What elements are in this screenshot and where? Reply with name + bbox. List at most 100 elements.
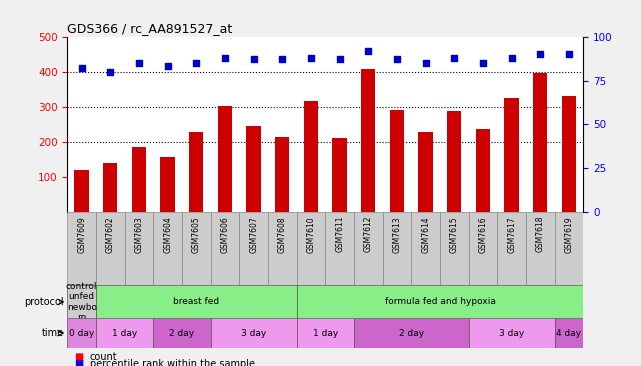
Bar bbox=[239, 212, 268, 285]
Text: GDS366 / rc_AA891527_at: GDS366 / rc_AA891527_at bbox=[67, 22, 233, 36]
Bar bbox=[476, 129, 490, 212]
Text: GSM7616: GSM7616 bbox=[478, 216, 487, 253]
Bar bbox=[67, 212, 96, 285]
Bar bbox=[447, 111, 462, 212]
Bar bbox=[554, 212, 583, 285]
Point bbox=[191, 60, 201, 66]
Bar bbox=[96, 318, 153, 348]
Bar bbox=[469, 318, 554, 348]
Point bbox=[306, 55, 316, 61]
Text: GSM7613: GSM7613 bbox=[392, 216, 401, 253]
Bar bbox=[504, 98, 519, 212]
Point bbox=[76, 65, 87, 71]
Point bbox=[506, 55, 517, 61]
Text: 4 day: 4 day bbox=[556, 329, 581, 337]
Bar bbox=[333, 138, 347, 212]
Bar bbox=[526, 212, 554, 285]
Point bbox=[105, 69, 115, 75]
Point bbox=[249, 56, 259, 62]
Point bbox=[449, 55, 460, 61]
Point bbox=[564, 51, 574, 57]
Point bbox=[478, 60, 488, 66]
Text: GSM7602: GSM7602 bbox=[106, 216, 115, 253]
Text: GSM7608: GSM7608 bbox=[278, 216, 287, 253]
Bar bbox=[497, 212, 526, 285]
Text: breast fed: breast fed bbox=[173, 298, 219, 306]
Text: GSM7619: GSM7619 bbox=[565, 216, 574, 253]
Bar bbox=[67, 285, 96, 318]
Bar bbox=[189, 132, 203, 212]
Bar bbox=[361, 69, 376, 212]
Point bbox=[535, 51, 545, 57]
Bar bbox=[419, 132, 433, 212]
Text: GSM7611: GSM7611 bbox=[335, 216, 344, 253]
Bar bbox=[218, 106, 232, 212]
Text: GSM7618: GSM7618 bbox=[536, 216, 545, 253]
Text: GSM7609: GSM7609 bbox=[77, 216, 86, 253]
Bar bbox=[275, 137, 290, 212]
Point bbox=[363, 48, 374, 53]
Point bbox=[277, 56, 287, 62]
Text: percentile rank within the sample: percentile rank within the sample bbox=[90, 359, 254, 366]
Bar bbox=[96, 285, 297, 318]
Bar bbox=[412, 212, 440, 285]
Text: GSM7605: GSM7605 bbox=[192, 216, 201, 253]
Text: GSM7615: GSM7615 bbox=[450, 216, 459, 253]
Bar bbox=[297, 318, 354, 348]
Text: GSM7606: GSM7606 bbox=[221, 216, 229, 253]
Text: 1 day: 1 day bbox=[313, 329, 338, 337]
Point bbox=[134, 60, 144, 66]
Bar bbox=[153, 212, 182, 285]
Text: count: count bbox=[90, 352, 117, 362]
Text: GSM7617: GSM7617 bbox=[507, 216, 516, 253]
Point bbox=[420, 60, 431, 66]
Bar bbox=[160, 157, 175, 212]
Bar bbox=[132, 147, 146, 212]
Point bbox=[392, 56, 402, 62]
Text: GSM7612: GSM7612 bbox=[364, 216, 373, 253]
Bar bbox=[182, 212, 211, 285]
Text: 0 day: 0 day bbox=[69, 329, 94, 337]
Text: GSM7603: GSM7603 bbox=[135, 216, 144, 253]
Bar bbox=[533, 74, 547, 212]
Text: ■: ■ bbox=[74, 352, 83, 362]
Bar bbox=[297, 212, 326, 285]
Bar bbox=[469, 212, 497, 285]
Bar bbox=[103, 163, 117, 212]
Text: GSM7604: GSM7604 bbox=[163, 216, 172, 253]
Bar bbox=[211, 318, 297, 348]
Text: 3 day: 3 day bbox=[499, 329, 524, 337]
Point bbox=[163, 64, 173, 70]
Bar bbox=[304, 101, 318, 212]
Text: GSM7607: GSM7607 bbox=[249, 216, 258, 253]
Bar bbox=[74, 170, 89, 212]
Bar bbox=[211, 212, 239, 285]
Bar bbox=[354, 212, 383, 285]
Text: control
unfed
newbo
rn: control unfed newbo rn bbox=[66, 282, 97, 322]
Bar bbox=[440, 212, 469, 285]
Point bbox=[335, 56, 345, 62]
Bar bbox=[297, 285, 583, 318]
Bar bbox=[124, 212, 153, 285]
Text: 2 day: 2 day bbox=[399, 329, 424, 337]
Text: formula fed and hypoxia: formula fed and hypoxia bbox=[385, 298, 495, 306]
Text: 2 day: 2 day bbox=[169, 329, 194, 337]
Bar bbox=[390, 111, 404, 212]
Text: 1 day: 1 day bbox=[112, 329, 137, 337]
Bar bbox=[554, 318, 583, 348]
Bar bbox=[67, 318, 96, 348]
Text: protocol: protocol bbox=[24, 297, 64, 307]
Bar bbox=[96, 212, 124, 285]
Text: GSM7610: GSM7610 bbox=[306, 216, 315, 253]
Point bbox=[220, 55, 230, 61]
Text: GSM7614: GSM7614 bbox=[421, 216, 430, 253]
Bar bbox=[562, 96, 576, 212]
Text: ■: ■ bbox=[74, 359, 83, 366]
Bar bbox=[268, 212, 297, 285]
Text: 3 day: 3 day bbox=[241, 329, 266, 337]
Bar bbox=[247, 126, 261, 212]
Bar bbox=[383, 212, 412, 285]
Bar bbox=[354, 318, 469, 348]
Bar bbox=[153, 318, 211, 348]
Bar bbox=[326, 212, 354, 285]
